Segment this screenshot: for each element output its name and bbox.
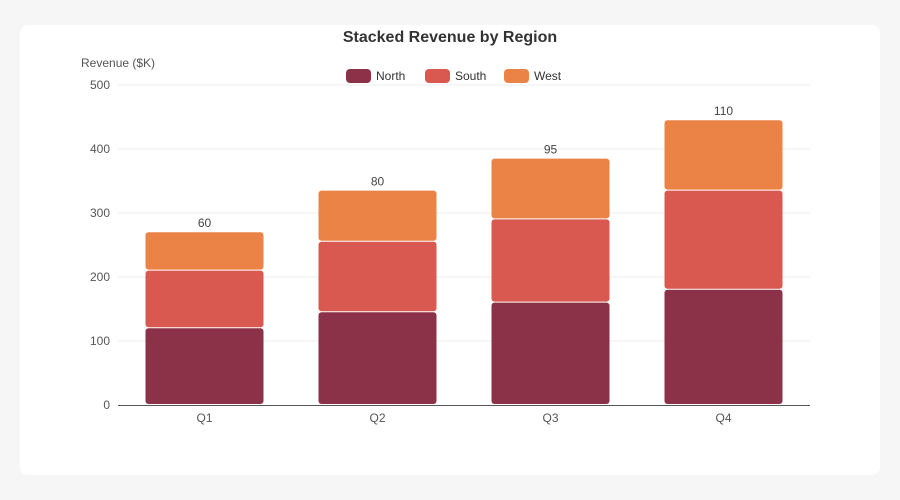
legend-item-north[interactable]: North: [346, 69, 405, 83]
data-label: 110: [714, 104, 733, 118]
data-label: 60: [198, 216, 212, 230]
x-tick-label: Q4: [715, 411, 731, 425]
y-tick-label: 200: [90, 270, 110, 284]
bar-north-q4[interactable]: [664, 289, 783, 404]
bar-south-q1[interactable]: [145, 270, 264, 328]
x-tick-label: Q1: [196, 411, 212, 425]
legend: North South West: [346, 69, 562, 83]
legend-item-west[interactable]: West: [504, 69, 562, 83]
data-label: 80: [371, 175, 385, 189]
bar-west-q2[interactable]: [318, 190, 437, 241]
bar-west-q3[interactable]: [491, 158, 610, 219]
chart-title: Stacked Revenue by Region: [343, 29, 557, 46]
bar-west-q4[interactable]: [664, 120, 783, 190]
data-label: 95: [544, 143, 558, 157]
y-tick-label: 0: [103, 398, 110, 412]
x-axis-ticks: Q1 Q2 Q3 Q4: [196, 411, 731, 425]
y-tick-label: 300: [90, 206, 110, 220]
legend-label: South: [455, 69, 486, 83]
y-tick-label: 500: [90, 78, 110, 92]
bar-south-q3[interactable]: [491, 219, 610, 302]
bar-west-q1[interactable]: [145, 232, 264, 270]
legend-swatch: [425, 69, 450, 83]
x-tick-label: Q3: [542, 411, 558, 425]
legend-label: West: [534, 69, 562, 83]
legend-item-south[interactable]: South: [425, 69, 486, 83]
y-tick-label: 400: [90, 142, 110, 156]
y-tick-label: 100: [90, 334, 110, 348]
y-axis-ticks: 0 100 200 300 400 500: [90, 78, 110, 412]
legend-label: North: [376, 69, 405, 83]
bar-north-q3[interactable]: [491, 302, 610, 404]
legend-swatch: [504, 69, 529, 83]
bars: 12090601451108016013095180155110: [145, 104, 783, 404]
bar-south-q2[interactable]: [318, 241, 437, 312]
bar-south-q4[interactable]: [664, 190, 783, 289]
legend-swatch: [346, 69, 371, 83]
x-tick-label: Q2: [369, 411, 385, 425]
y-axis-label: Revenue ($K): [81, 56, 155, 70]
bar-north-q1[interactable]: [145, 328, 264, 404]
bar-north-q2[interactable]: [318, 312, 437, 404]
